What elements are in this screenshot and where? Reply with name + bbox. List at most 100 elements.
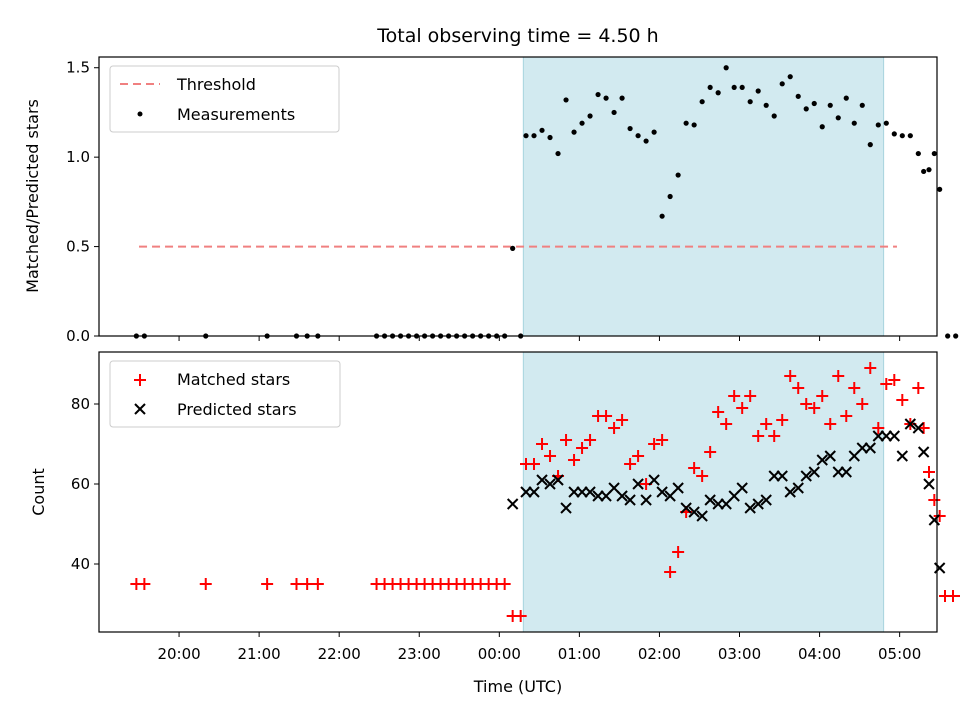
measurement-point-57 xyxy=(771,113,777,119)
matched-star-point-75 xyxy=(912,382,925,394)
predicted-star-point-52 xyxy=(923,478,935,490)
legend-predicted-marker xyxy=(134,403,146,415)
predicted-star-point-44 xyxy=(864,442,876,454)
predicted-star-point-38 xyxy=(816,454,828,466)
matched-star-point-29 xyxy=(544,450,557,462)
matched-star-point-37 xyxy=(608,422,621,434)
matched-star-point-4 xyxy=(290,578,303,590)
bottom-y-tick-label-0: 40 xyxy=(71,555,90,573)
measurement-point-74 xyxy=(907,133,913,139)
matched-star-point-27 xyxy=(528,458,541,470)
x-tick-label-7: 03:00 xyxy=(718,645,761,663)
predicted-star-point-28 xyxy=(736,482,748,494)
measurement-point-36 xyxy=(603,95,609,101)
matched-star-point-3 xyxy=(261,578,274,590)
measurement-point-73 xyxy=(899,133,905,139)
measurement-point-28 xyxy=(539,127,545,133)
measurement-point-68 xyxy=(859,102,865,108)
legend-matched-label: Matched stars xyxy=(177,370,290,389)
bottom-y-axis-label: Count xyxy=(29,468,48,516)
measurement-point-79 xyxy=(937,186,943,192)
chart-title: Total observing time = 4.50 h xyxy=(376,25,658,47)
top-y-tick-label-1: 0.5 xyxy=(66,238,90,256)
matched-star-point-56 xyxy=(760,418,773,430)
measurement-point-76 xyxy=(921,168,927,175)
x-tick-label-5: 01:00 xyxy=(558,645,601,663)
predicted-star-point-24 xyxy=(704,494,716,506)
measurement-point-54 xyxy=(747,99,753,105)
measurement-point-81 xyxy=(953,333,959,339)
measurement-point-26 xyxy=(523,133,529,139)
measurement-point-75 xyxy=(915,150,921,157)
predicted-star-point-33 xyxy=(776,470,788,482)
bottom-legend-box xyxy=(109,360,341,428)
predicted-star-point-39 xyxy=(824,450,836,462)
predicted-star-point-48 xyxy=(896,450,909,462)
predicted-star-point-34 xyxy=(784,486,796,498)
bottom-y-tick-label-2: 80 xyxy=(71,395,90,413)
legend-matched-marker xyxy=(134,374,146,386)
top-y-tick-label-2: 1.0 xyxy=(66,148,90,166)
measurement-point-37 xyxy=(611,109,617,116)
matched-star-point-39 xyxy=(624,458,637,470)
legend-predicted-label: Predicted stars xyxy=(177,400,297,419)
matched-star-point-47 xyxy=(688,462,701,474)
legend-threshold-label: Threshold xyxy=(176,75,256,94)
measurement-point-40 xyxy=(635,133,641,139)
top-panel: 0.0 0.5 1.0 1.5 Matched/Predicted stars Thr… xyxy=(23,56,959,345)
measurement-point-48 xyxy=(699,99,705,105)
matched-star-point-70 xyxy=(872,422,885,434)
bottom-panel: 40 60 80 20:00 21:00 22:00 23:00 00:00 01:00 02:0… xyxy=(29,351,960,696)
predicted-star-point-9 xyxy=(584,486,596,498)
predicted-star-point-54 xyxy=(933,562,946,574)
measurement-point-42 xyxy=(651,129,657,135)
measurement-point-43 xyxy=(659,213,665,219)
legend-measurements-marker xyxy=(137,111,143,117)
measurement-point-66 xyxy=(843,95,849,101)
measurement-point-34 xyxy=(587,113,593,119)
measurement-point-63 xyxy=(819,124,825,130)
x-tick-label-4: 00:00 xyxy=(478,645,521,663)
matched-star-point-42 xyxy=(648,438,661,450)
measurement-point-58 xyxy=(779,81,785,87)
top-y-axis-label: Matched/Predicted stars xyxy=(23,99,42,293)
measurement-point-38 xyxy=(619,95,625,101)
measurement-point-65 xyxy=(835,115,841,121)
measurement-point-55 xyxy=(755,88,761,94)
matched-star-point-23 xyxy=(498,578,511,590)
predicted-star-point-14 xyxy=(624,494,636,506)
bottom-observing-window xyxy=(522,351,885,633)
measurement-point-41 xyxy=(643,138,649,144)
matched-star-point-1 xyxy=(138,578,151,590)
bottom-legend: Matched stars Predicted stars xyxy=(109,360,341,428)
measurement-point-52 xyxy=(731,84,737,91)
x-tick-label-9: 05:00 xyxy=(878,645,921,663)
measurement-point-53 xyxy=(739,84,745,91)
measurement-point-47 xyxy=(691,122,697,128)
predicted-star-point-0 xyxy=(506,498,519,510)
measurement-point-59 xyxy=(787,74,793,80)
matched-star-point-50 xyxy=(712,406,725,418)
top-y-tick-label-0: 0.0 xyxy=(66,327,90,345)
measurement-point-46 xyxy=(683,120,689,126)
measurement-point-61 xyxy=(803,106,809,112)
matched-star-point-6 xyxy=(311,578,324,590)
predicted-star-point-23 xyxy=(696,510,708,522)
matched-star-point-43 xyxy=(656,434,669,446)
matched-star-point-67 xyxy=(848,382,861,394)
measurement-point-51 xyxy=(723,65,729,71)
predicted-star-point-16 xyxy=(640,494,652,506)
bottom-plot-frame xyxy=(98,351,938,633)
matched-star-point-2 xyxy=(199,578,212,590)
top-legend-box xyxy=(109,65,340,133)
matched-star-point-69 xyxy=(864,362,877,374)
matched-star-point-31 xyxy=(560,434,573,446)
measurement-point-39 xyxy=(627,125,633,132)
measurement-point-72 xyxy=(891,131,897,137)
measurement-point-62 xyxy=(811,100,817,107)
matched-star-point-66 xyxy=(840,410,853,422)
matched-star-point-45 xyxy=(672,546,685,558)
matched-star-point-48 xyxy=(696,470,709,482)
predicted-star-point-36 xyxy=(800,470,812,482)
predicted-star-point-31 xyxy=(760,494,772,506)
